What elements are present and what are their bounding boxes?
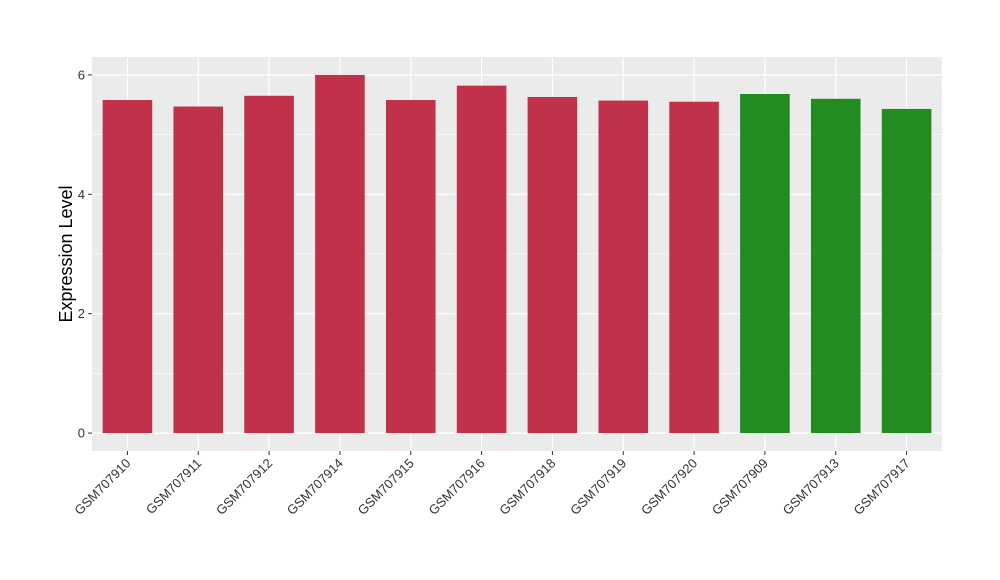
bar-GSM707920 (669, 101, 719, 434)
x-tick-label: GSM707912 (213, 456, 275, 518)
bar-GSM707919 (598, 100, 649, 434)
x-tick-label: GSM707917 (850, 456, 912, 518)
x-tick-label: GSM707918 (496, 456, 558, 518)
x-tick-label: GSM707914 (284, 456, 346, 518)
y-tick-label: 6 (78, 67, 85, 82)
x-tick-label: GSM707916 (425, 456, 487, 518)
y-axis-label: Expression Level (56, 185, 76, 322)
bar-GSM707918 (527, 96, 578, 434)
bar-GSM707911 (173, 106, 224, 434)
x-axis: GSM707910 GSM707911 GSM707912 GSM707914 GSM7… (71, 451, 913, 518)
bar-GSM707909 (740, 94, 790, 434)
y-tick-label: 2 (78, 306, 85, 321)
bar-GSM707916 (456, 85, 507, 434)
bar-GSM707912 (244, 95, 294, 434)
x-tick-label: GSM707910 (71, 456, 133, 518)
y-axis: 0 2 4 6 (78, 67, 92, 441)
bar-GSM707910 (102, 99, 153, 434)
bar-GSM707917 (881, 108, 932, 434)
bar-GSM707914 (315, 74, 365, 434)
bar-GSM707915 (385, 99, 436, 434)
y-tick-label: 4 (78, 187, 85, 202)
x-tick-label: GSM707915 (355, 456, 417, 518)
x-tick-label: GSM707920 (638, 456, 700, 518)
y-tick-label: 0 (78, 426, 85, 441)
x-tick-label: GSM707919 (567, 456, 629, 518)
x-tick-label: GSM707911 (143, 456, 205, 518)
bar-GSM707913 (810, 98, 861, 434)
x-tick-label: GSM707913 (780, 456, 842, 518)
x-tick-label: GSM707909 (709, 456, 771, 518)
bars (102, 74, 932, 434)
